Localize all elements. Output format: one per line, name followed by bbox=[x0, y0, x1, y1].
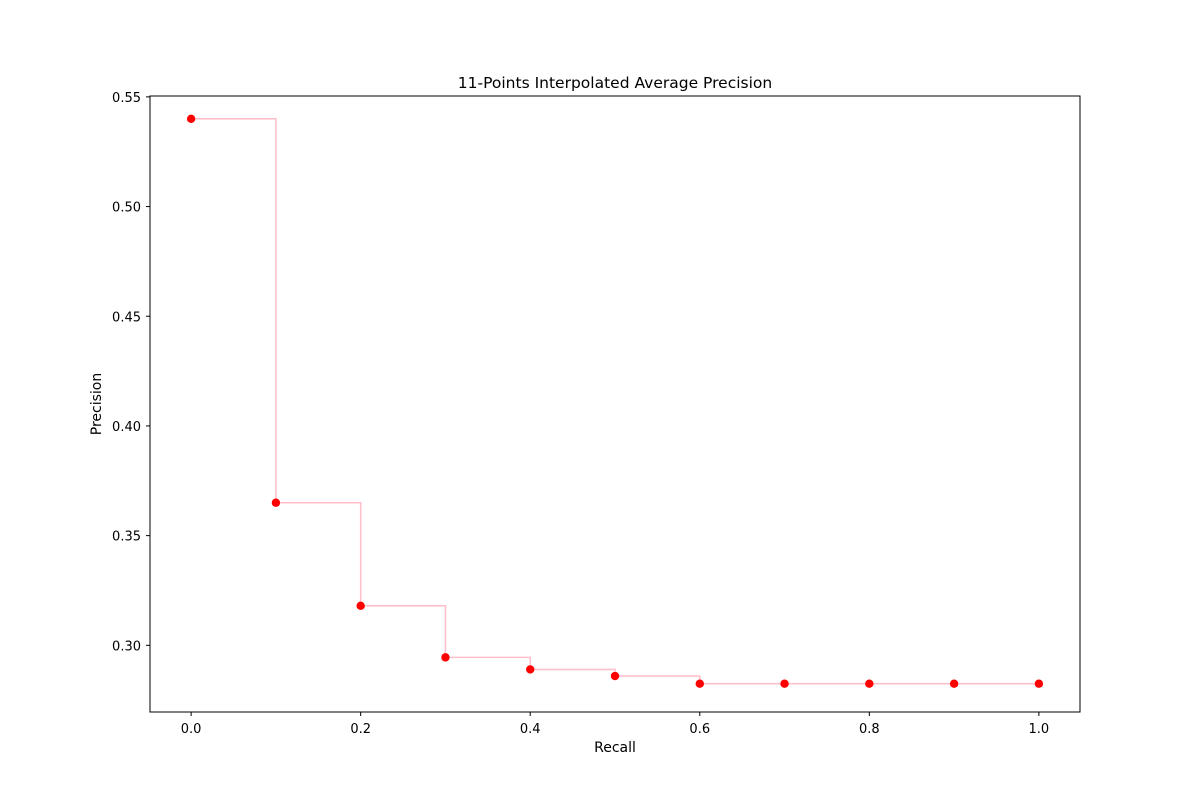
data-point bbox=[949, 679, 959, 688]
x-tick-label: 0.2 bbox=[350, 722, 371, 737]
x-tick-label: 0.8 bbox=[859, 722, 880, 737]
y-axis-label: Precision bbox=[89, 373, 105, 435]
y-tick-label: 0.30 bbox=[112, 639, 141, 654]
data-point bbox=[695, 679, 704, 688]
data-point bbox=[1034, 679, 1044, 688]
data-point bbox=[356, 601, 365, 611]
x-tick-label: 0.0 bbox=[181, 722, 202, 737]
x-tick-label: 0.6 bbox=[689, 722, 710, 737]
data-point bbox=[780, 679, 789, 688]
plot-area bbox=[149, 95, 1081, 713]
x-tick-label: 1.0 bbox=[1029, 722, 1050, 737]
data-point bbox=[271, 498, 281, 507]
y-tick-label: 0.50 bbox=[112, 201, 141, 216]
data-point bbox=[526, 665, 535, 674]
y-tick-label: 0.40 bbox=[112, 420, 141, 435]
x-axis-label: Recall bbox=[594, 740, 636, 756]
y-tick-label: 0.35 bbox=[112, 530, 141, 545]
data-point bbox=[441, 653, 450, 662]
data-point bbox=[610, 671, 620, 681]
data-point bbox=[186, 114, 196, 124]
data-point bbox=[865, 679, 874, 688]
chart-title: 11-Points Interpolated Average Precision bbox=[458, 74, 772, 92]
x-tick-label: 0.4 bbox=[520, 722, 541, 737]
x-axis: 0.0 0.2 0.4 0.6 0.8 1.0 bbox=[181, 712, 1049, 737]
points-layer bbox=[186, 114, 1044, 688]
y-tick-label: 0.55 bbox=[112, 91, 141, 106]
y-axis: 0.30 0.35 0.40 0.45 0.50 0.55 bbox=[112, 91, 150, 654]
y-tick-label: 0.45 bbox=[112, 310, 141, 325]
